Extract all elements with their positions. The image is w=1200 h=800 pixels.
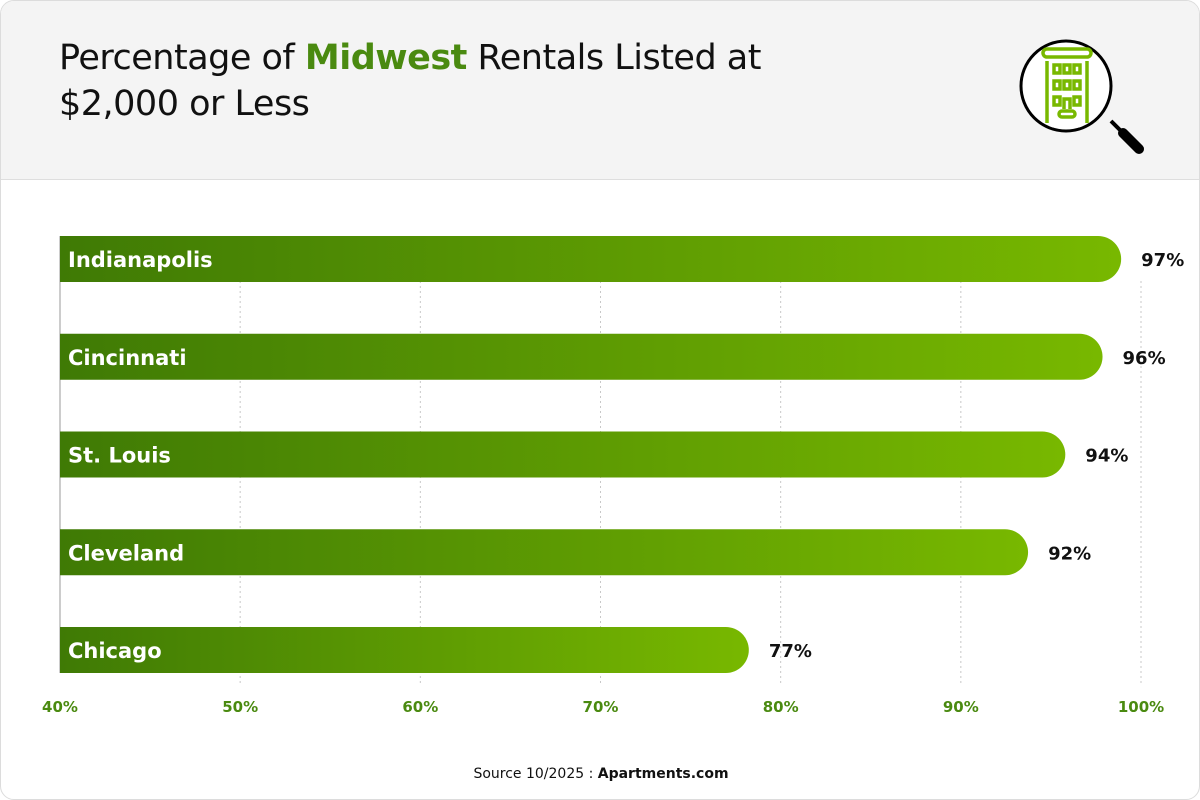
- source-name: Apartments.com: [597, 766, 729, 782]
- bar-category-label: Indianapolis: [68, 248, 213, 272]
- bar-value-label: 94%: [1085, 446, 1128, 467]
- bar: [60, 431, 1066, 478]
- bar-category-label: Chicago: [68, 639, 162, 663]
- bar: [60, 627, 749, 673]
- source-note: Source 10/2025 : Apartments.com: [1, 766, 1199, 782]
- tick-label: 60%: [402, 698, 438, 716]
- tick-label: 70%: [583, 698, 619, 716]
- tick-label: 40%: [42, 698, 78, 716]
- bar-category-label: Cincinnati: [68, 346, 187, 370]
- bar: [60, 236, 1122, 282]
- bar-category-label: St. Louis: [68, 444, 171, 468]
- title-text-end: Rentals Listed at $2,000 or Less: [59, 38, 761, 124]
- tick-label: 80%: [763, 698, 799, 716]
- bar: [60, 333, 1103, 380]
- title-highlight: Midwest: [304, 38, 468, 78]
- bar: [60, 529, 1029, 576]
- bar-value-label: 97%: [1141, 250, 1184, 271]
- tick-label: 50%: [222, 698, 258, 716]
- title-text: Percentage of: [59, 38, 305, 78]
- chart-title: Percentage of Midwest Rentals Listed at …: [59, 35, 859, 127]
- bar-value-label: 96%: [1123, 348, 1166, 369]
- tick-label: 90%: [943, 698, 979, 716]
- header: Percentage of Midwest Rentals Listed at …: [1, 1, 1199, 180]
- source-prefix: Source 10/2025 :: [473, 766, 598, 782]
- bar-value-label: 92%: [1048, 543, 1091, 564]
- bar-category-label: Cleveland: [68, 541, 184, 565]
- bar-value-label: 77%: [769, 641, 812, 662]
- building-magnifier-icon: [1019, 39, 1144, 154]
- tick-label: 100%: [1118, 698, 1164, 716]
